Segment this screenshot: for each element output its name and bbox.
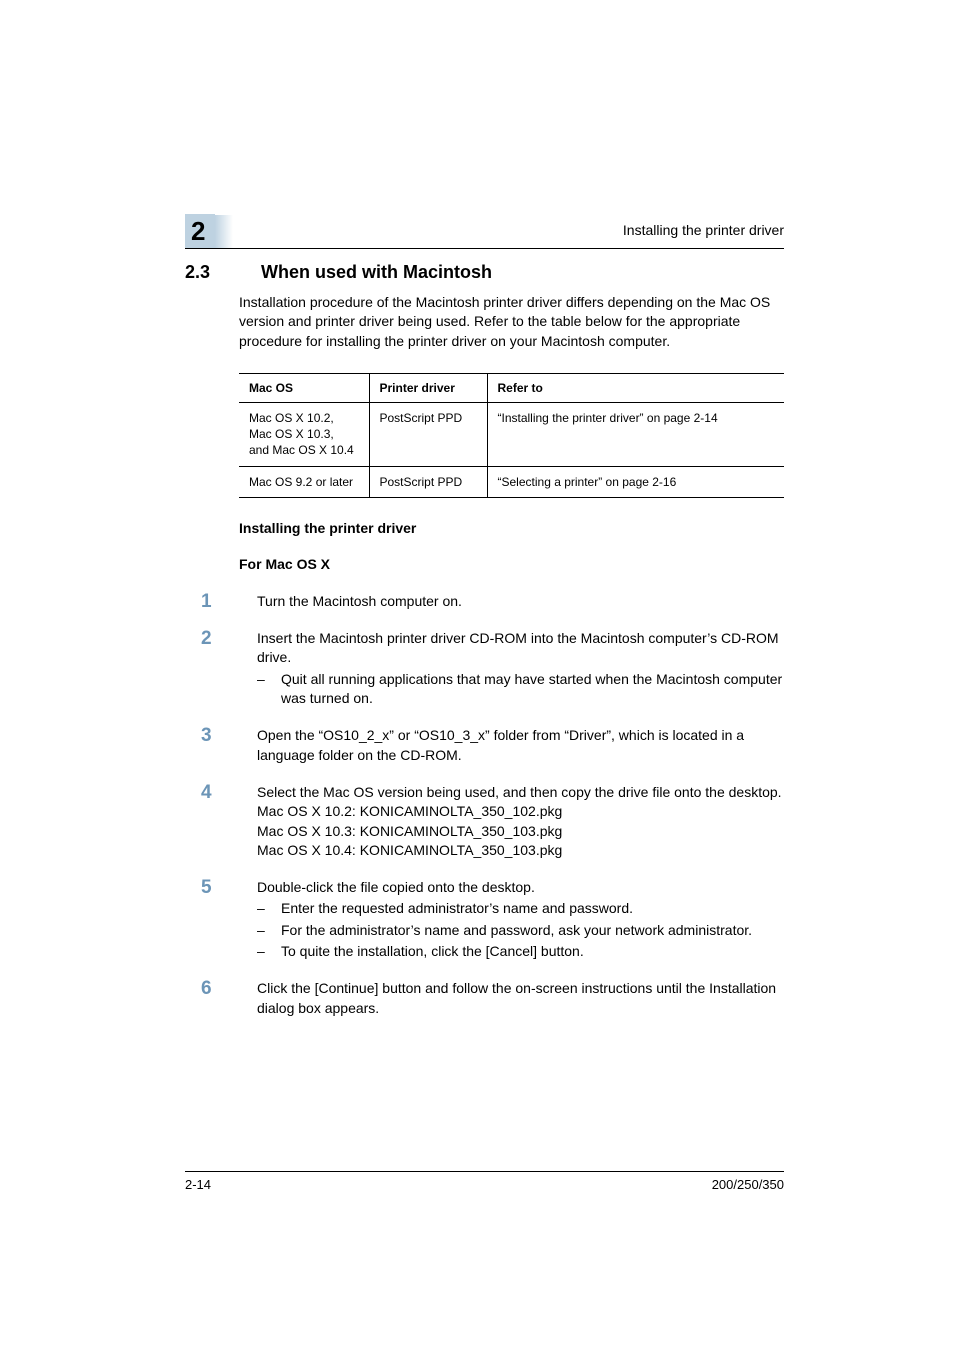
page-number: 2-14 [185, 1177, 211, 1192]
table-row: Mac OS 9.2 or later PostScript PPD “Sele… [239, 466, 784, 497]
step-sub-text: Enter the requested administrator’s name… [281, 899, 784, 918]
footer-divider [185, 1171, 784, 1172]
step-number: 2 [185, 629, 239, 708]
page-content: 2.3 When used with Macintosh Installatio… [185, 262, 784, 1036]
step-text: Select the Mac OS version being used, an… [257, 783, 784, 802]
step-body: Double-click the file copied onto the de… [257, 878, 784, 961]
install-driver-heading: Installing the printer driver [239, 520, 784, 536]
table-cell: PostScript PPD [369, 466, 487, 497]
step-sub-item: – Enter the requested administrator’s na… [257, 899, 784, 918]
table-header-driver: Printer driver [369, 373, 487, 402]
running-header: Installing the printer driver [623, 222, 784, 238]
table-header-row: Mac OS Printer driver Refer to [239, 373, 784, 402]
top-divider [185, 248, 784, 249]
step-item: 3 Open the “OS10_2_x” or “OS10_3_x” fold… [185, 726, 784, 765]
driver-table: Mac OS Printer driver Refer to Mac OS X … [239, 373, 784, 498]
dash-icon: – [257, 899, 271, 918]
table-header-refer: Refer to [487, 373, 784, 402]
step-sub-text: For the administrator’s name and passwor… [281, 921, 784, 940]
step-sub-text: To quite the installation, click the [Ca… [281, 942, 784, 961]
section-number: 2.3 [185, 262, 239, 283]
step-text: Open the “OS10_2_x” or “OS10_3_x” folder… [257, 726, 784, 765]
table-cell: “Selecting a printer” on page 2-16 [487, 466, 784, 497]
section-heading: 2.3 When used with Macintosh [185, 262, 784, 283]
steps-list: 1 Turn the Macintosh computer on. 2 Inse… [185, 592, 784, 1018]
for-macosx-heading: For Mac OS X [239, 556, 784, 572]
step-text: Mac OS X 10.2: KONICAMINOLTA_350_102.pkg [257, 802, 784, 821]
step-text: Mac OS X 10.4: KONICAMINOLTA_350_103.pkg [257, 841, 784, 860]
model-numbers: 200/250/350 [712, 1177, 784, 1192]
step-number: 3 [185, 726, 239, 765]
section-title: When used with Macintosh [261, 262, 492, 283]
step-number: 1 [185, 592, 239, 611]
chapter-number: 2 [185, 214, 215, 249]
table-cell: “Installing the printer driver” on page … [487, 402, 784, 466]
step-item: 6 Click the [Continue] button and follow… [185, 979, 784, 1018]
step-text: Double-click the file copied onto the de… [257, 878, 784, 897]
step-number: 5 [185, 878, 239, 961]
step-body: Turn the Macintosh computer on. [257, 592, 784, 611]
step-sub-text: Quit all running applications that may h… [281, 670, 784, 709]
step-text: Turn the Macintosh computer on. [257, 592, 784, 611]
dash-icon: – [257, 670, 271, 709]
table-row: Mac OS X 10.2, Mac OS X 10.3, and Mac OS… [239, 402, 784, 466]
step-sub-item: – To quite the installation, click the [… [257, 942, 784, 961]
table-cell: Mac OS X 10.2, Mac OS X 10.3, and Mac OS… [239, 402, 369, 466]
step-item: 5 Double-click the file copied onto the … [185, 878, 784, 961]
step-body: Click the [Continue] button and follow t… [257, 979, 784, 1018]
step-number: 4 [185, 783, 239, 860]
step-body: Select the Mac OS version being used, an… [257, 783, 784, 860]
step-sub-item: – For the administrator’s name and passw… [257, 921, 784, 940]
table-cell: PostScript PPD [369, 402, 487, 466]
dash-icon: – [257, 942, 271, 961]
table-cell: Mac OS 9.2 or later [239, 466, 369, 497]
chapter-marker: 2 [185, 214, 233, 249]
step-text: Click the [Continue] button and follow t… [257, 979, 784, 1018]
step-number: 6 [185, 979, 239, 1018]
chapter-gradient [215, 215, 233, 249]
step-sub-item: – Quit all running applications that may… [257, 670, 784, 709]
step-body: Open the “OS10_2_x” or “OS10_3_x” folder… [257, 726, 784, 765]
step-item: 2 Insert the Macintosh printer driver CD… [185, 629, 784, 708]
table-header-macos: Mac OS [239, 373, 369, 402]
intro-paragraph: Installation procedure of the Macintosh … [239, 293, 784, 351]
step-item: 1 Turn the Macintosh computer on. [185, 592, 784, 611]
step-text: Insert the Macintosh printer driver CD-R… [257, 629, 784, 668]
step-body: Insert the Macintosh printer driver CD-R… [257, 629, 784, 708]
dash-icon: – [257, 921, 271, 940]
step-item: 4 Select the Mac OS version being used, … [185, 783, 784, 860]
step-text: Mac OS X 10.3: KONICAMINOLTA_350_103.pkg [257, 822, 784, 841]
